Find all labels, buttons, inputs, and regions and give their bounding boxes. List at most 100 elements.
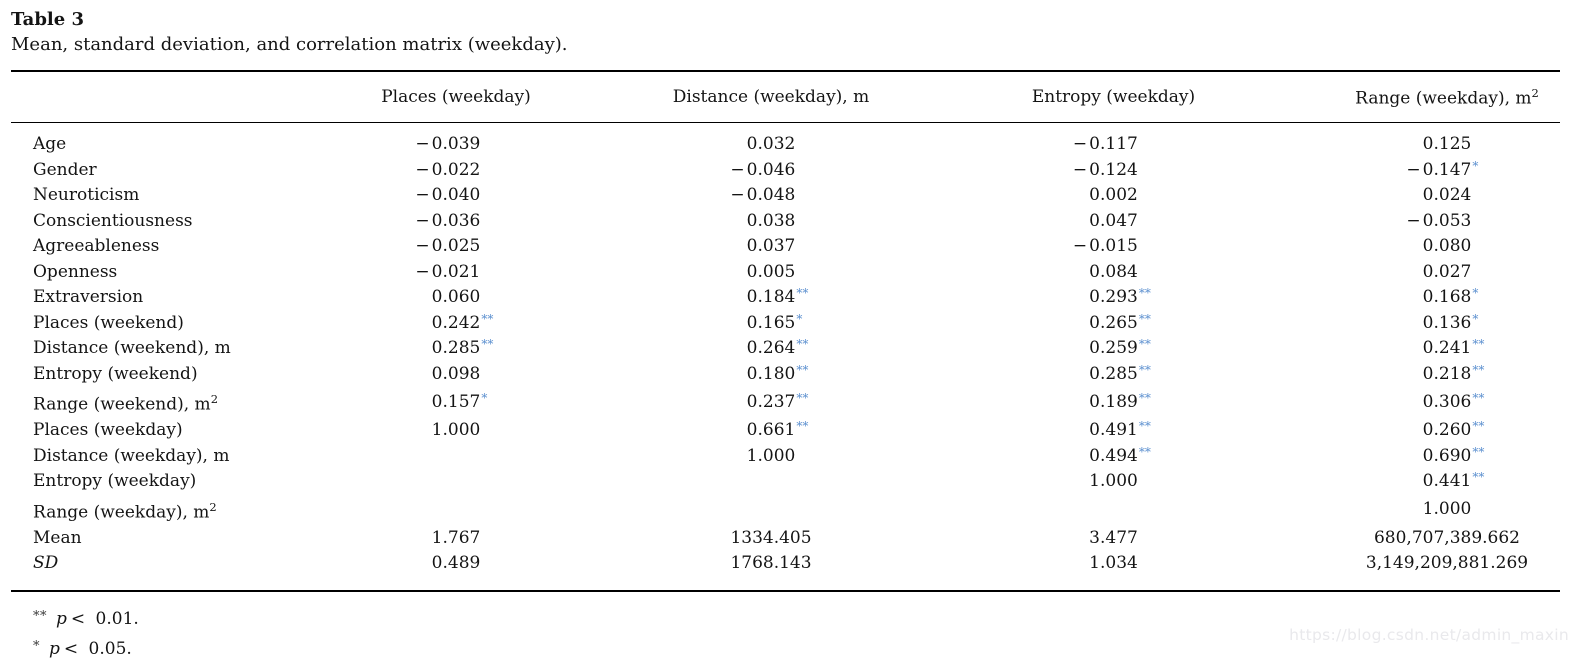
- cell-value: 0.117−: [941, 123, 1286, 158]
- cell-number: 0.027: [1422, 261, 1472, 282]
- table-row: Range (weekday), m2 1.000: [11, 495, 1560, 526]
- significance-stars: **: [1138, 337, 1151, 351]
- minus-sign: −: [1072, 159, 1088, 180]
- cell-number: 1.000: [1422, 499, 1472, 520]
- cell-value: 0.136 *: [1286, 311, 1560, 337]
- significance-stars: **: [1472, 444, 1485, 459]
- significance-stars: **: [1138, 444, 1151, 459]
- cell-number: 0.005: [746, 261, 796, 282]
- cell-value: 0.285 **: [941, 362, 1286, 388]
- row-label: Extraversion: [33, 287, 144, 307]
- table-row: Openness 0.021− 0.005 0.084 0.027: [11, 260, 1560, 286]
- cell-number: 0.260 **: [1423, 418, 1485, 444]
- cell-value: 0.060: [311, 285, 601, 311]
- row-label: Conscientiousness: [33, 210, 193, 231]
- cell-value: 0.125: [1286, 123, 1560, 158]
- cell-value: 1.000: [311, 418, 601, 444]
- minus-sign: −: [415, 185, 430, 205]
- footnote-marker: **: [33, 608, 47, 624]
- cell-value: 0.441 **: [1286, 469, 1560, 495]
- significance-stars: **: [796, 286, 809, 300]
- row-label: Neuroticism: [33, 185, 140, 205]
- cell-number: 0.021−: [415, 260, 480, 286]
- cell-value: 0.241 **: [1286, 336, 1560, 362]
- cell-value: 0.165 *: [601, 311, 941, 337]
- cell-value: 1334.405: [601, 526, 941, 552]
- cell-value: 0.285 **: [311, 336, 601, 362]
- cell-value: 0.147− *: [1286, 158, 1560, 184]
- significance-stars: *: [1472, 158, 1479, 173]
- significance-stars: **: [1472, 390, 1485, 405]
- significance-stars: **: [481, 311, 494, 326]
- cell-value: 0.180 **: [601, 362, 941, 388]
- table-body: Age 0.039−0.032 0.117−0.125 Gender 0.022−0.0…: [11, 123, 1560, 591]
- cell-number: 0.015−: [1073, 234, 1138, 260]
- cell-number: 1.000: [1089, 471, 1138, 492]
- cell-number: 0.024: [1422, 185, 1472, 205]
- column-header: Places (weekday): [311, 71, 601, 123]
- cell-value: 0.022−: [311, 158, 601, 184]
- cell-value: 0.027: [1286, 260, 1560, 286]
- cell-value: 0.025−: [311, 234, 601, 260]
- cell-number: 0.264 **: [747, 336, 809, 362]
- cell-value: 0.032: [601, 123, 941, 158]
- cell-number: 0.489: [431, 553, 481, 574]
- cell-value: 0.690 **: [1286, 444, 1560, 470]
- cell-number: 0.040−: [415, 183, 480, 209]
- table-row: Entropy (weekend) 0.098 0.180 ** 0.285 ** 0.21…: [11, 362, 1560, 388]
- cell-number: 0.661 **: [747, 418, 809, 444]
- cell-number: 0.036−: [415, 209, 480, 235]
- cell-value: 0.024: [1286, 183, 1560, 209]
- cell-number: 0.293 **: [1089, 285, 1151, 311]
- cell-number: 0.147− *: [1406, 158, 1478, 184]
- row-label: Places (weekday): [33, 420, 183, 441]
- header-row: Places (weekday) Distance (weekday), m Ent…: [11, 71, 1560, 123]
- column-header: Distance (weekday), m: [601, 71, 941, 123]
- minus-sign: −: [1072, 134, 1088, 154]
- cell-number: 0.032: [746, 134, 796, 154]
- row-label: Age: [33, 134, 67, 154]
- cell-value: 1.000: [1286, 495, 1560, 526]
- cell-value: 0.661 **: [601, 418, 941, 444]
- minus-sign: −: [415, 159, 430, 180]
- cell-number: 0.285 **: [432, 336, 494, 362]
- row-label: Entropy (weekday): [33, 471, 197, 492]
- cell-value: 0.048−: [601, 183, 941, 209]
- cell-number: 0.060: [431, 287, 481, 307]
- cell-number: 0.124−: [1073, 158, 1138, 184]
- cell-number: 0.098: [431, 363, 481, 384]
- cell-number: 3.477: [1089, 527, 1138, 548]
- cell-number: 1768.143: [730, 553, 812, 574]
- row-label: Mean: [33, 527, 82, 548]
- table-row: SD 0.489 1768.143 1.034 3,149,209,881.269: [11, 551, 1560, 591]
- header-blank: [11, 71, 311, 123]
- cell-number: 0.237 **: [747, 390, 809, 416]
- row-label: SD: [33, 553, 59, 574]
- footnote: ** p < 0.01.: [33, 605, 1560, 635]
- cell-value: 1.000: [601, 444, 941, 470]
- significance-stars: *: [1472, 311, 1479, 326]
- minus-sign: −: [1072, 236, 1088, 256]
- footnote-condition: < 0.05.: [63, 638, 132, 659]
- cell-number: 680,707,389.662: [1373, 527, 1520, 548]
- cell-number: 0.285 **: [1089, 362, 1151, 388]
- cell-value: 0.293 **: [941, 285, 1286, 311]
- significance-stars: **: [1472, 362, 1485, 377]
- cell-number: 0.025−: [415, 234, 480, 260]
- superscript-2: 2: [210, 392, 219, 406]
- cell-value: [601, 469, 941, 495]
- cell-value: 0.124−: [941, 158, 1286, 184]
- row-label: Distance (weekday), m: [33, 445, 230, 466]
- table-row: Extraversion 0.060 0.184 ** 0.293 ** 0.168 *: [11, 285, 1560, 311]
- cell-number: 0.046−: [730, 158, 795, 184]
- cell-value: 0.494 **: [941, 444, 1286, 470]
- cell-value: 0.053−: [1286, 209, 1560, 235]
- cell-number: 0.053−: [1406, 209, 1471, 235]
- csdn-watermark: https://blog.csdn.net/admin_maxin: [1289, 626, 1569, 644]
- significance-stars: *: [481, 390, 488, 405]
- cell-number: 0.157 *: [432, 390, 488, 416]
- significance-stars: **: [796, 362, 809, 377]
- cell-value: 0.306 **: [1286, 387, 1560, 418]
- footnote-marker: *: [33, 638, 40, 654]
